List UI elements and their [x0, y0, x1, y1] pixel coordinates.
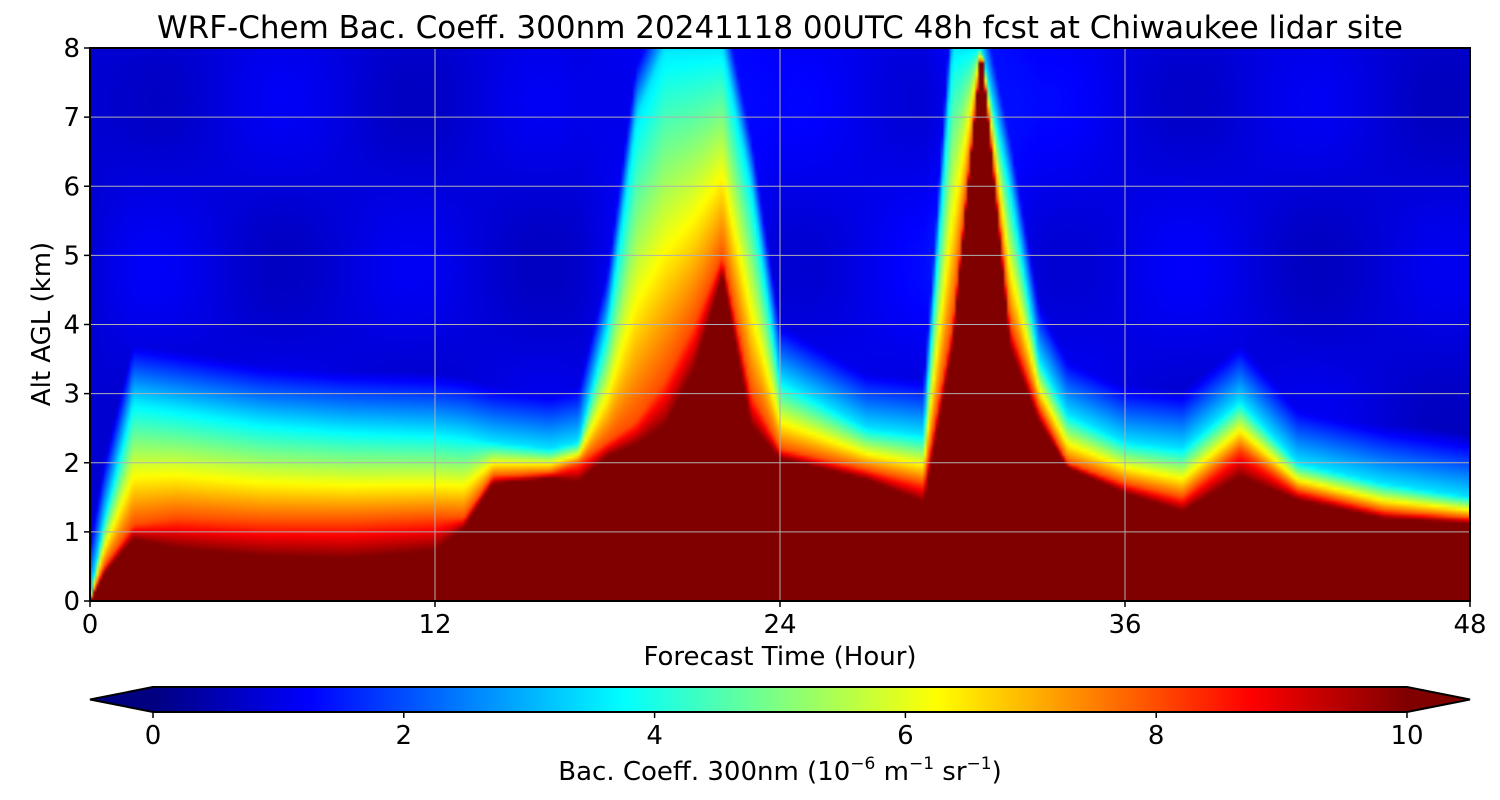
colorbar-tick-label: 0 — [145, 721, 162, 751]
plot-area — [89, 47, 1471, 602]
x-axis-label: Forecast Time (Hour) — [643, 642, 916, 672]
x-tick-label: 0 — [82, 610, 99, 640]
y-tick-label: 0 — [63, 587, 80, 617]
x-tick-label: 36 — [1108, 610, 1141, 640]
colorbar-under-extension — [90, 687, 153, 712]
x-tick-label: 24 — [763, 610, 796, 640]
y-axis-ticks: 0 1 2 3 4 5 6 7 8 — [63, 34, 90, 617]
colorbar-tick-label: 6 — [897, 721, 914, 751]
y-tick-label: 6 — [63, 172, 80, 202]
y-tick-label: 3 — [63, 380, 80, 410]
y-axis-label: Alt AGL (km) — [27, 242, 57, 406]
x-tick-label: 12 — [418, 610, 451, 640]
chart-title: WRF-Chem Bac. Coeff. 300nm 20241118 00UT… — [157, 10, 1403, 46]
colorbar: 0 2 4 6 8 10 — [89, 686, 1471, 751]
y-tick-label: 7 — [63, 103, 80, 133]
colorbar-tick-label: 2 — [396, 721, 413, 751]
colorbar-ticks: 0 2 4 6 8 10 — [145, 712, 1424, 751]
colorbar-label: Bac. Coeff. 300nm (10−6 m−1 sr−1) — [558, 754, 1001, 787]
y-tick-label: 8 — [63, 34, 80, 64]
y-tick-label: 5 — [63, 241, 80, 271]
colorbar-tick-label: 10 — [1390, 721, 1423, 751]
y-tick-label: 4 — [63, 311, 80, 341]
y-tick-label: 2 — [63, 449, 80, 479]
colorbar-over-extension — [1407, 687, 1470, 712]
colorbar-tick-label: 8 — [1148, 721, 1165, 751]
y-tick-label: 1 — [63, 518, 80, 548]
x-axis-ticks: 0 12 24 36 48 — [82, 601, 1487, 640]
colorbar-tick-label: 4 — [646, 721, 663, 751]
x-tick-label: 48 — [1453, 610, 1486, 640]
colorbar-gradient — [153, 687, 1407, 712]
